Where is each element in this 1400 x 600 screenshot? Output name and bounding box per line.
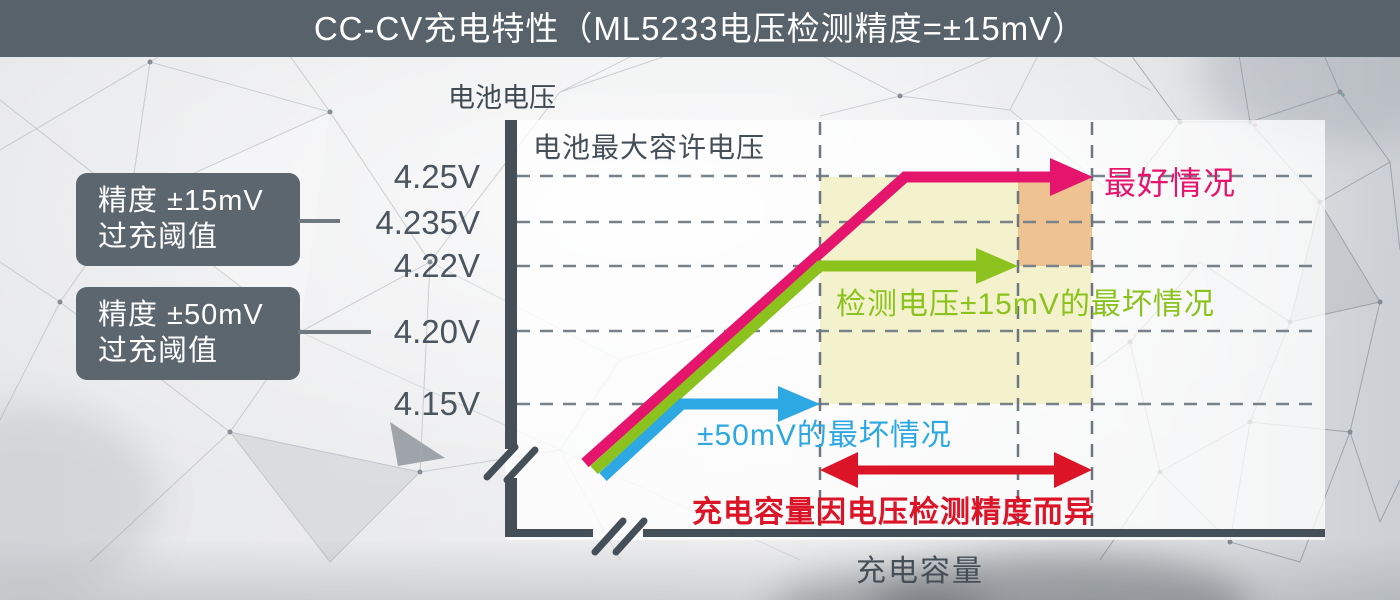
x-axis-break-slash: [612, 517, 648, 556]
worst-15mv-arrowhead: [976, 248, 1018, 284]
best-case-label: 最好情况: [1104, 165, 1237, 201]
page-title: CC-CV充电特性（ML5233电压检测精度=±15mV）: [313, 10, 1087, 47]
callout-threshold-50mv: 精度 ±50mV 过充阈值: [76, 287, 300, 380]
max-voltage-label: 电池最大容许电压: [533, 132, 766, 163]
x-axis-left: [505, 529, 593, 537]
capacity-difference-arrow: [820, 452, 1092, 488]
y-axis-break-slash: [483, 443, 519, 481]
y-axis-upper: [505, 120, 517, 449]
x-axis-right: [643, 529, 1325, 537]
callout-line: 精度 ±50mV: [98, 299, 264, 331]
callout-line: 过充阈值: [98, 221, 219, 253]
y-axis-break-slash: [503, 446, 539, 484]
tick-4.20V: 4.20V: [393, 313, 480, 350]
y-axis-title: 电池电压: [448, 83, 556, 113]
callout-threshold-15mv: 精度 ±15mV 过充阈值: [76, 173, 300, 266]
series-best-case: [581, 158, 1093, 468]
worst-50mv-arrowhead: [778, 386, 820, 422]
capacity-note-label: 充电容量因电压检测精度而异: [692, 496, 1095, 529]
worst-15mv-label: 检测电压±15mV的最坏情况: [836, 288, 1215, 321]
callout-line: 精度 ±15mV: [98, 185, 264, 217]
callout-connector-15mv: [298, 219, 340, 223]
x-axis-title: 充电容量: [856, 555, 984, 588]
tick-4.22V: 4.22V: [393, 247, 480, 284]
title-bar: CC-CV充电特性（ML5233电压检测精度=±15mV）: [0, 0, 1400, 57]
tick-4.15V: 4.15V: [393, 385, 480, 422]
worst-50mv-label: ±50mV的最坏情况: [697, 419, 952, 452]
x-axis-break-slash: [591, 517, 627, 556]
callout-connector-50mv: [298, 330, 371, 334]
y-axis-lower: [505, 478, 517, 537]
axis-break-marks: [483, 443, 648, 556]
axes: [505, 120, 1325, 537]
best-case-arrowhead: [1050, 158, 1093, 196]
series-worst-15mv: [590, 248, 1018, 475]
tick-4.235V: 4.235V: [375, 204, 480, 241]
tick-4.25V: 4.25V: [393, 158, 480, 195]
series-worst-50mv: [599, 386, 820, 482]
callout-line: 过充阈值: [98, 335, 219, 367]
